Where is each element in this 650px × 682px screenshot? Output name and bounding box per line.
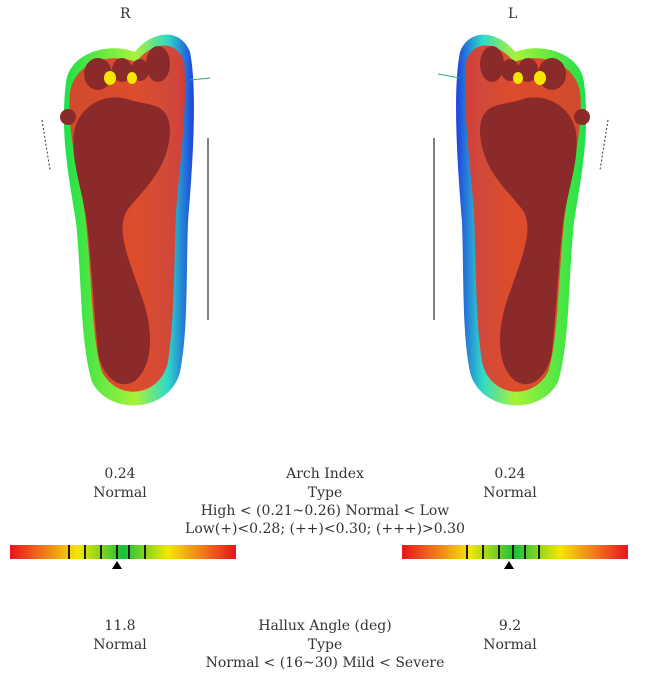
scale-tick bbox=[100, 545, 102, 559]
scale-tick bbox=[466, 545, 468, 559]
scale-tick bbox=[68, 545, 70, 559]
left-foot-guides bbox=[433, 73, 609, 320]
scale-tick bbox=[128, 545, 130, 559]
left-hallux-type: Normal bbox=[483, 637, 537, 653]
arch-type-label: Type bbox=[307, 485, 343, 501]
right-foot-guides bbox=[41, 77, 211, 320]
left-arch-marker bbox=[504, 561, 514, 569]
hallux-angle-title: Hallux Angle (deg) bbox=[258, 618, 392, 634]
scale-tick bbox=[538, 545, 540, 559]
left-foot-pressure-map bbox=[456, 34, 590, 406]
left-foot-label: L bbox=[508, 6, 518, 22]
hallux-type-label: Type bbox=[307, 637, 343, 653]
right-arch-scale-bar bbox=[10, 545, 236, 559]
scale-tick bbox=[524, 545, 526, 559]
left-arch-type: Normal bbox=[483, 485, 537, 501]
left-arch-value: 0.24 bbox=[494, 466, 526, 482]
hallux-criteria: Normal < (16~30) Mild < Severe bbox=[205, 655, 445, 671]
right-hallux-value: 11.8 bbox=[104, 618, 136, 634]
right-foot-pressure-map bbox=[60, 34, 194, 406]
arch-index-title: Arch Index bbox=[286, 466, 364, 482]
arch-criteria-line-2: Low(+)<0.28; (++)<0.30; (+++)>0.30 bbox=[185, 521, 465, 537]
arch-criteria-line-1: High < (0.21~0.26) Normal < Low bbox=[200, 503, 450, 519]
right-hallux-type: Normal bbox=[93, 637, 147, 653]
scale-tick bbox=[144, 545, 146, 559]
scale-tick bbox=[512, 545, 514, 559]
right-foot-label: R bbox=[120, 6, 131, 22]
right-arch-marker bbox=[112, 561, 122, 569]
right-arch-type: Normal bbox=[93, 485, 147, 501]
scale-tick bbox=[116, 545, 118, 559]
scale-tick bbox=[482, 545, 484, 559]
left-arch-scale-bar bbox=[402, 545, 628, 559]
left-hallux-value: 9.2 bbox=[498, 618, 522, 634]
right-arch-value: 0.24 bbox=[104, 466, 136, 482]
scale-tick bbox=[498, 545, 500, 559]
scale-tick bbox=[84, 545, 86, 559]
